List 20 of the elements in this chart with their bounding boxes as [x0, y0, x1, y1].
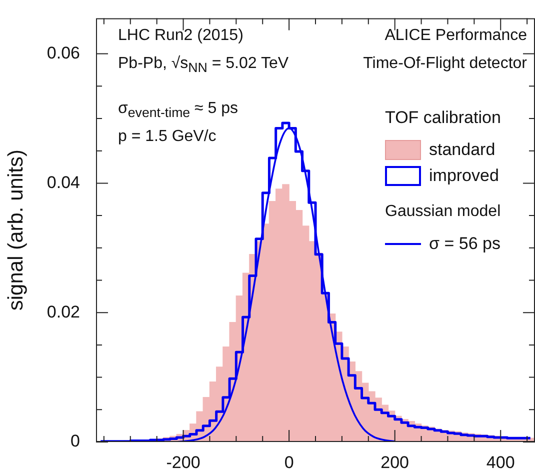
annotation: σ$_{event-time}$ ≈ 5 ps — [118, 100, 238, 120]
annotation: ALICE Performance — [384, 27, 527, 45]
annotation: Pb-Pb, √s$_{NN}$ = 5.02 TeV — [118, 55, 289, 76]
legend-label: improved — [429, 166, 499, 186]
y-tick-label: 0.04 — [46, 172, 80, 192]
y-tick-label: 0 — [70, 432, 80, 451]
legend-label: standard — [429, 140, 496, 160]
legend-title: TOF calibration — [385, 108, 501, 128]
legend-label: σ = 56 ps — [429, 234, 500, 254]
x-tick-label: 0 — [284, 452, 294, 469]
annotation: LHC Run2 (2015) — [118, 27, 244, 45]
y-tick-label: 0.06 — [46, 43, 80, 62]
x-tick-label: -200 — [166, 452, 200, 469]
x-tick-label: 400 — [486, 452, 515, 469]
annotation: Gaussian model — [385, 203, 501, 221]
y-axis-title: signal (arb. units) — [4, 150, 28, 311]
annotation: Time-Of-Flight detector — [363, 55, 527, 73]
y-tick-label: 0.02 — [46, 302, 80, 322]
annotation: p = 1.5 GeV/c — [118, 128, 216, 146]
x-tick-label: 200 — [380, 452, 410, 469]
